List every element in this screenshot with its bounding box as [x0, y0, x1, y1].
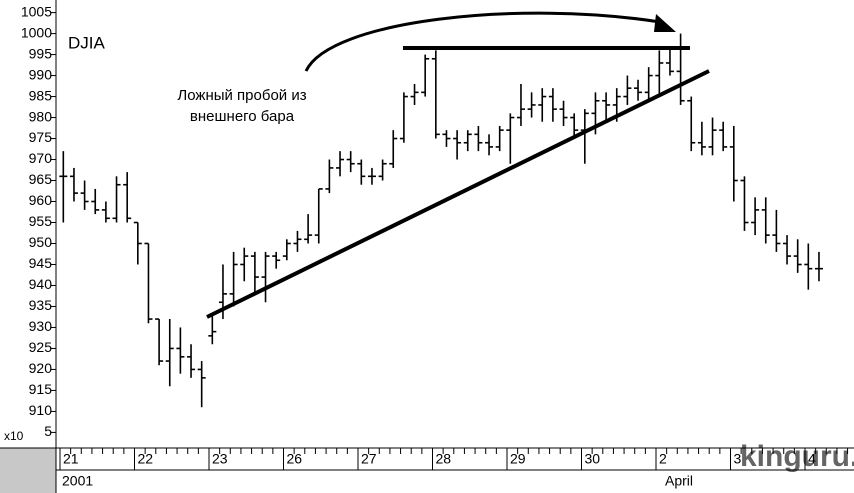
x-tick-label: 26 [287, 451, 303, 467]
y-tick-label: 990 [29, 66, 53, 82]
y-tick-label: 970 [29, 150, 53, 166]
annotation: внешнего бара [190, 108, 295, 125]
x-tick-label: 21 [63, 451, 79, 467]
x-tick-label: 3 [734, 451, 742, 467]
x-tick-label: 28 [436, 451, 452, 467]
y-tick-label: 5 [44, 423, 52, 439]
corner-box [0, 448, 56, 493]
x-tick-label: 2 [659, 451, 667, 467]
y-tick-label: 930 [29, 318, 53, 334]
x-tick-label: 27 [361, 451, 377, 467]
arrow-head [654, 14, 676, 32]
x-tick-label: 30 [585, 451, 601, 467]
y-tick-label: 940 [29, 276, 53, 292]
y-tick-label: 985 [29, 87, 53, 103]
y-tick-label: 945 [29, 255, 53, 271]
y-tick-label: 950 [29, 234, 53, 250]
x-tick-label: 22 [138, 451, 154, 467]
chart-title: DJIA [68, 33, 106, 52]
y-tick-label: 955 [29, 213, 53, 229]
y-tick-label: 910 [29, 402, 53, 418]
y-tick-label: 965 [29, 171, 53, 187]
watermark: kinguru.net [740, 440, 854, 473]
y-tick-label: 935 [29, 297, 53, 313]
x-tick-label: 29 [510, 451, 526, 467]
x-tick-label: 4 [808, 451, 816, 467]
y-tick-label: 975 [29, 129, 53, 145]
y-tick-label: 980 [29, 108, 53, 124]
trendline [206, 69, 710, 319]
y-tick-label: 1005 [21, 3, 52, 19]
arrow [304, 11, 661, 72]
y-tick-label: 920 [29, 360, 53, 376]
y-tick-label: 925 [29, 339, 53, 355]
year-label: 2001 [62, 473, 93, 489]
y-tick-label: 915 [29, 381, 53, 397]
axis-multiplier: x10 [4, 429, 24, 443]
annotation: Ложный пробой из [177, 87, 306, 104]
month-label: April [665, 473, 693, 489]
x-tick-label: 23 [212, 451, 228, 467]
y-tick-label: 960 [29, 192, 53, 208]
y-tick-label: 1000 [21, 24, 52, 40]
y-tick-label: 995 [29, 45, 53, 61]
